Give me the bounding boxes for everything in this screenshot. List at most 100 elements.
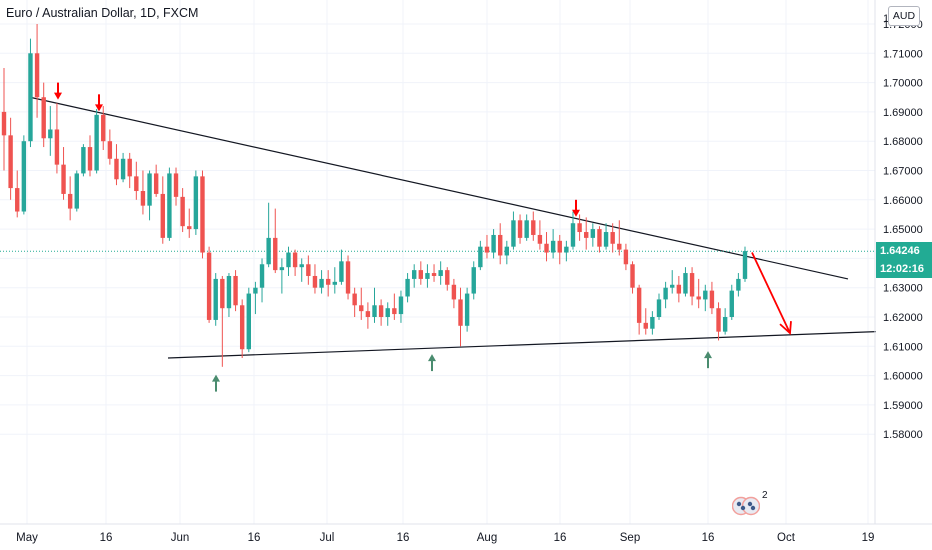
candle[interactable] bbox=[392, 293, 397, 320]
candle[interactable] bbox=[173, 167, 179, 206]
candle[interactable] bbox=[233, 270, 238, 312]
candle[interactable] bbox=[193, 170, 199, 235]
candle[interactable] bbox=[656, 293, 662, 320]
candle[interactable] bbox=[266, 202, 271, 268]
candle[interactable] bbox=[676, 275, 682, 303]
currency-badge[interactable]: AUD bbox=[888, 6, 920, 26]
candle[interactable] bbox=[378, 299, 384, 326]
candle[interactable] bbox=[557, 234, 562, 265]
candle[interactable] bbox=[603, 223, 609, 250]
candle[interactable] bbox=[54, 103, 60, 174]
candle[interactable] bbox=[253, 281, 258, 315]
candle[interactable] bbox=[597, 226, 602, 253]
candle[interactable] bbox=[220, 275, 225, 367]
candle[interactable] bbox=[160, 176, 165, 244]
candle[interactable] bbox=[643, 308, 648, 335]
candle[interactable] bbox=[187, 208, 192, 238]
candle[interactable] bbox=[564, 240, 569, 262]
candle[interactable] bbox=[531, 211, 536, 241]
candle[interactable] bbox=[239, 299, 245, 359]
candle[interactable] bbox=[200, 170, 205, 259]
candle[interactable] bbox=[246, 287, 251, 353]
candle[interactable] bbox=[405, 273, 410, 303]
candle[interactable] bbox=[319, 270, 324, 294]
candle[interactable] bbox=[345, 255, 351, 300]
candle[interactable] bbox=[41, 82, 46, 148]
candle[interactable] bbox=[87, 135, 93, 177]
candle[interactable] bbox=[670, 270, 675, 294]
candle[interactable] bbox=[471, 261, 476, 300]
candle[interactable] bbox=[590, 223, 596, 247]
candle[interactable] bbox=[458, 287, 463, 347]
candle[interactable] bbox=[61, 147, 66, 200]
candle[interactable] bbox=[299, 258, 304, 282]
tv-logo-icon[interactable] bbox=[732, 495, 760, 517]
candle[interactable] bbox=[259, 258, 265, 303]
candle[interactable] bbox=[273, 208, 278, 274]
candle[interactable] bbox=[306, 255, 311, 285]
candle[interactable] bbox=[292, 249, 298, 276]
candle[interactable] bbox=[736, 273, 741, 297]
candle[interactable] bbox=[286, 246, 291, 276]
candle[interactable] bbox=[544, 232, 549, 262]
candle[interactable] bbox=[120, 152, 126, 183]
candle[interactable] bbox=[431, 264, 437, 282]
candle[interactable] bbox=[81, 144, 86, 177]
candle[interactable] bbox=[504, 240, 510, 265]
candle[interactable] bbox=[425, 264, 430, 288]
candle[interactable] bbox=[722, 308, 728, 335]
candle[interactable] bbox=[411, 264, 417, 288]
candle[interactable] bbox=[372, 287, 377, 323]
candle[interactable] bbox=[550, 229, 556, 259]
candle[interactable] bbox=[438, 261, 443, 285]
candle[interactable] bbox=[517, 214, 523, 244]
candle[interactable] bbox=[636, 284, 642, 335]
candle[interactable] bbox=[484, 234, 490, 259]
candle[interactable] bbox=[418, 261, 424, 285]
candle[interactable] bbox=[8, 117, 13, 200]
candle[interactable] bbox=[15, 170, 20, 218]
price-axis[interactable]: 1.720001.710001.700001.690001.680001.670… bbox=[883, 13, 923, 441]
candle[interactable] bbox=[385, 302, 390, 326]
candle[interactable] bbox=[74, 170, 79, 212]
candle[interactable] bbox=[663, 281, 668, 309]
candle[interactable] bbox=[147, 170, 152, 221]
candle[interactable] bbox=[464, 287, 470, 332]
candle[interactable] bbox=[709, 281, 715, 315]
candle[interactable] bbox=[742, 246, 748, 282]
candle[interactable] bbox=[451, 278, 457, 309]
candle[interactable] bbox=[180, 188, 185, 233]
candle[interactable] bbox=[226, 273, 232, 317]
candle[interactable] bbox=[167, 167, 172, 241]
candle[interactable] bbox=[107, 129, 113, 165]
candle[interactable] bbox=[630, 261, 635, 294]
candle[interactable] bbox=[478, 240, 483, 271]
candle[interactable] bbox=[1, 67, 7, 171]
candle[interactable] bbox=[689, 267, 695, 306]
candle[interactable] bbox=[365, 302, 371, 329]
candle[interactable] bbox=[21, 135, 27, 215]
candle[interactable] bbox=[617, 220, 622, 256]
candle[interactable] bbox=[703, 284, 708, 312]
candles[interactable] bbox=[1, 24, 748, 367]
candle[interactable] bbox=[511, 211, 516, 250]
candle[interactable] bbox=[67, 176, 73, 221]
candle[interactable] bbox=[577, 214, 582, 241]
time-axis[interactable]: May 16 Jun 16 Jul 16 Aug 16 Sep 16 Oct 19 bbox=[16, 532, 874, 544]
candle[interactable] bbox=[498, 223, 503, 265]
candle[interactable] bbox=[312, 264, 318, 294]
candle[interactable] bbox=[716, 302, 721, 341]
candle[interactable] bbox=[696, 278, 701, 309]
candle[interactable] bbox=[140, 170, 146, 215]
candle[interactable] bbox=[134, 161, 139, 200]
candle[interactable] bbox=[127, 152, 132, 189]
candle[interactable] bbox=[339, 249, 344, 285]
candle[interactable] bbox=[114, 144, 119, 186]
candle[interactable] bbox=[398, 290, 404, 323]
candle[interactable] bbox=[48, 106, 53, 156]
candle[interactable] bbox=[325, 270, 331, 297]
candle[interactable] bbox=[352, 287, 357, 317]
candle[interactable] bbox=[650, 311, 655, 335]
candle[interactable] bbox=[537, 220, 543, 250]
